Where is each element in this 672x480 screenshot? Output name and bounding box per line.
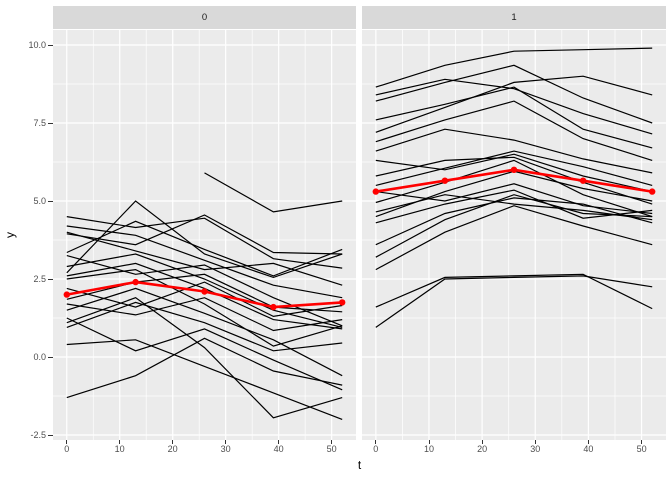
x-tick-label: 50: [636, 444, 647, 454]
trajectory-line: [375, 78, 653, 135]
x-tick-mark: [225, 440, 227, 444]
x-tick-mark: [375, 440, 377, 444]
y-tick-mark: [48, 434, 53, 436]
trajectory-line: [66, 200, 343, 279]
x-tick-label: 0: [64, 444, 70, 454]
y-tick-mark: [48, 356, 53, 358]
trajectory-line: [66, 317, 343, 391]
x-tick-label: 30: [220, 444, 231, 454]
trajectory-line: [66, 216, 343, 269]
trajectory-line: [375, 156, 653, 205]
panel-svg-0: [53, 30, 356, 440]
trajectory-line: [375, 47, 653, 88]
x-tick-label: 10: [423, 444, 434, 454]
facet-strip-0-label: 0: [201, 12, 208, 23]
x-tick-mark: [428, 440, 430, 444]
trajectory-line: [66, 339, 343, 420]
mean-point: [510, 166, 518, 173]
trajectory-line: [375, 159, 653, 218]
trajectory-line: [66, 214, 343, 255]
mean-point: [201, 288, 208, 295]
trajectory-line: [66, 297, 343, 332]
trajectory-line: [66, 231, 343, 286]
x-tick-label: 20: [167, 444, 178, 454]
facet-panel-1: [362, 30, 666, 440]
trajectory-line: [375, 189, 653, 224]
trajectory-line: [204, 172, 343, 213]
trajectory-line: [375, 197, 653, 246]
mean-point: [270, 303, 277, 311]
x-tick-mark: [119, 440, 121, 444]
trajectory-line: [375, 170, 653, 218]
x-tick-mark: [66, 440, 68, 444]
y-tick-mark: [48, 200, 53, 202]
trajectory-line: [375, 275, 653, 328]
x-tick-label: 20: [477, 444, 488, 454]
facet-strip-1-label: 1: [511, 12, 517, 23]
x-tick-label: 50: [326, 444, 337, 454]
mean-point: [132, 278, 139, 286]
y-tick-label: -2.5: [30, 429, 46, 440]
y-tick-mark: [48, 122, 53, 124]
facet-strip-1: 1: [362, 6, 666, 29]
trajectory-line: [66, 281, 343, 318]
y-tick-label: 2.5: [33, 273, 46, 284]
mean-point: [649, 188, 656, 195]
trajectory-line: [375, 150, 653, 186]
y-tick-label: 7.5: [33, 117, 46, 128]
x-tick-mark: [641, 440, 643, 444]
facet-panel-0: [53, 30, 356, 440]
mean-point: [579, 177, 587, 184]
x-tick-label: 40: [583, 444, 594, 454]
trajectory-line: [375, 64, 653, 124]
x-tick-label: 10: [114, 444, 125, 454]
y-tick-mark: [48, 44, 53, 46]
trajectory-line: [66, 273, 343, 313]
trajectory-line: [66, 287, 343, 377]
x-tick-label: 40: [273, 444, 284, 454]
mean-point: [339, 299, 346, 306]
trajectory-line: [375, 100, 653, 161]
x-tick-label: 30: [530, 444, 541, 454]
x-tick-label: 0: [373, 444, 379, 454]
trajectory-line: [375, 194, 653, 258]
trajectory-line: [66, 297, 343, 419]
mean-line: [375, 168, 653, 193]
x-tick-mark: [481, 440, 483, 444]
trajectory-line: [375, 86, 653, 149]
y-tick-label: 0.0: [33, 351, 46, 362]
panel-svg-1: [362, 30, 666, 440]
trajectory-line: [375, 183, 653, 215]
x-tick-mark: [534, 440, 536, 444]
trajectory-line: [66, 220, 343, 277]
x-axis-title: t: [357, 458, 362, 472]
trajectory-line: [375, 153, 653, 193]
trajectory-line: [66, 253, 343, 328]
y-tick-label: 5.0: [33, 195, 46, 206]
facet-strip-0: 0: [53, 6, 356, 29]
trajectory-line: [66, 268, 343, 347]
trajectory-line: [375, 128, 653, 174]
x-tick-mark: [331, 440, 333, 444]
trajectory-line: [375, 273, 653, 310]
x-tick-mark: [172, 440, 174, 444]
mean-point: [441, 177, 449, 184]
trajectory-line: [375, 205, 653, 271]
y-axis-title: y: [3, 232, 17, 238]
y-tick-label: 10.0: [28, 39, 46, 50]
y-tick-mark: [48, 278, 53, 280]
trajectory-line: [66, 301, 343, 352]
mean-point: [63, 291, 70, 298]
mean-point: [372, 188, 379, 195]
x-tick-mark: [278, 440, 280, 444]
trajectory-line: [66, 337, 343, 399]
x-tick-mark: [587, 440, 589, 444]
trajectory-line: [375, 75, 653, 133]
